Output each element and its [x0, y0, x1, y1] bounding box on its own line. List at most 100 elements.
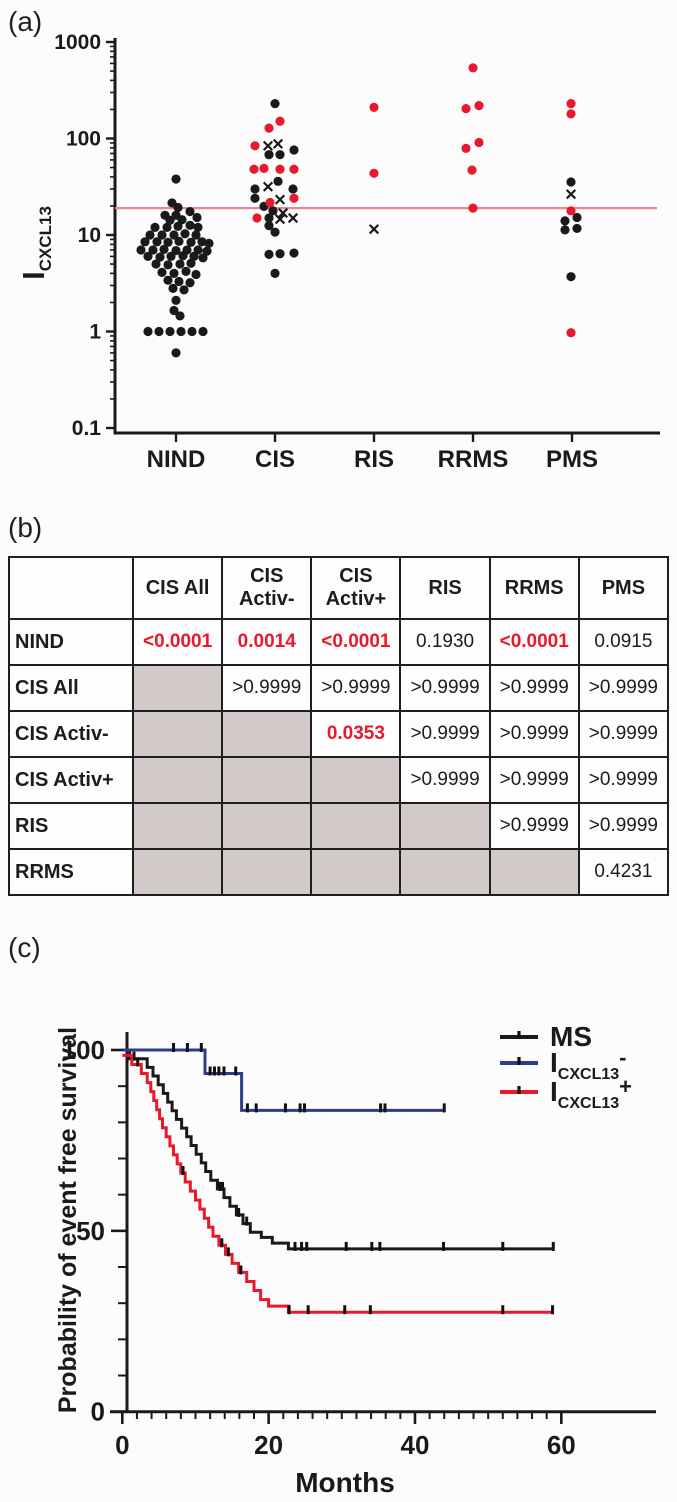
a-dot-black	[186, 258, 196, 268]
a-dot-black	[572, 223, 582, 234]
a-dot-red	[369, 102, 379, 113]
a-dot-red	[275, 164, 285, 174]
a-dot-black	[157, 230, 167, 240]
pvalue-cell: >0.9999	[399, 756, 491, 804]
pvalue-cell: <0.0001	[131, 618, 224, 666]
a-cross-marker	[262, 140, 274, 151]
a-dot-red	[474, 137, 484, 148]
pvalue-cell: >0.9999	[488, 710, 580, 758]
a-dot-red	[468, 63, 478, 73]
a-dot-red	[566, 206, 576, 216]
pvalue-row: NIND <0.0001 0.0014 <0.0001 0.1930 <0.0001 0.0…	[8, 618, 670, 666]
panel-a-dotplot: 0.1 1 10 100 1000 NIND CIS RIS RRMS PMS ICXCL13	[16, 31, 660, 473]
a-dot-black	[187, 326, 197, 337]
a-dot-black	[169, 305, 179, 316]
pvalue-cell	[310, 802, 402, 850]
a-x-category-label: NIND	[147, 446, 206, 473]
pvalue-cell: 0.0915	[577, 618, 670, 666]
c-y-tick-label: 0	[91, 1397, 105, 1427]
a-dot-black	[181, 266, 191, 276]
a-dot-black	[275, 249, 285, 259]
row-header: CIS Activ-	[8, 710, 134, 758]
pvalue-cell: >0.9999	[488, 756, 580, 804]
pvalue-row: CIS Activ- 0.0353 >0.9999 >0.9999 >0.9999	[8, 710, 670, 758]
a-dot-black	[151, 259, 161, 269]
a-x-category-label: PMS	[546, 446, 598, 473]
a-dot-black	[173, 221, 183, 231]
pvalue-cell	[310, 756, 402, 804]
row-header: RIS	[8, 802, 134, 850]
a-dot-black	[174, 236, 184, 246]
a-dot-black	[273, 176, 283, 186]
a-dot-black	[198, 326, 208, 337]
pvalue-cell: <0.0001	[488, 618, 580, 666]
pvalue-cell	[131, 664, 224, 712]
a-dot-black	[185, 206, 195, 217]
a-dot-black	[175, 311, 185, 321]
a-dot-black	[198, 253, 208, 263]
a-dot-black	[171, 174, 181, 184]
a-dot-red	[259, 163, 269, 173]
a-dot-black	[163, 275, 173, 285]
a-cross-marker	[287, 212, 299, 224]
pvalue-row: CIS Activ+ >0.9999 >0.9999 >0.9999	[8, 756, 670, 804]
a-dot-red	[566, 98, 576, 109]
a-dot-black	[270, 98, 280, 109]
pvalue-cell: >0.9999	[577, 710, 670, 758]
a-cross-marker	[274, 214, 286, 225]
a-dot-red	[264, 123, 274, 133]
a-dot-black	[289, 145, 299, 155]
a-x-category-label: RIS	[354, 446, 394, 473]
a-dot-black	[202, 246, 212, 256]
a-cross-marker	[262, 181, 274, 192]
pvalue-cell	[131, 756, 224, 804]
a-dot-red	[468, 203, 478, 213]
a-dot-black	[566, 272, 576, 282]
pvalue-cell: >0.9999	[577, 756, 670, 804]
col-header: PMS	[577, 556, 670, 620]
panel-b-label: (b)	[8, 512, 43, 543]
col-header: RIS	[399, 556, 491, 620]
pvalue-row: RIS >0.9999 >0.9999	[8, 802, 670, 850]
pvalue-cell: 0.0353	[310, 710, 402, 758]
pvalue-cell	[310, 848, 402, 896]
pvalue-cell	[131, 848, 224, 896]
corner-cell	[8, 556, 134, 620]
c-curve-ms	[122, 1048, 554, 1251]
a-dot-red	[474, 101, 484, 111]
a-dot-black	[268, 206, 278, 216]
a-points-RRMS	[461, 63, 484, 213]
a-dot-red	[289, 193, 299, 203]
a-dot-black	[560, 225, 570, 235]
a-dot-black	[174, 276, 184, 287]
a-dot-black	[159, 244, 169, 254]
a-dot-black	[204, 238, 214, 248]
a-y-tick-label: 1000	[54, 31, 101, 54]
a-dot-black	[168, 283, 178, 293]
a-cross-marker	[272, 138, 284, 149]
c-x-tick-label: 60	[547, 1430, 576, 1460]
pvalue-cell	[399, 848, 491, 896]
col-header: CIS Activ-	[221, 556, 313, 620]
a-x-category-label: CIS	[255, 446, 295, 473]
a-dot-black	[193, 222, 203, 232]
a-dot-black	[171, 348, 181, 358]
c-curve-i-cxcl13-	[122, 1053, 553, 1314]
a-dot-red	[249, 164, 259, 174]
pvalue-cell: >0.9999	[577, 664, 670, 712]
pvalue-cell	[131, 802, 224, 850]
a-dot-black	[560, 216, 570, 226]
a-dot-red	[369, 168, 379, 178]
c-y-tick-label: 100	[62, 1035, 105, 1065]
a-cross-marker	[277, 207, 289, 219]
a-dot-black	[157, 267, 167, 277]
a-dot-red	[252, 213, 262, 223]
a-dot-red	[467, 165, 477, 175]
pvalue-cell	[221, 802, 313, 850]
a-dot-black	[165, 215, 175, 225]
pvalue-row: CIS All >0.9999 >0.9999 >0.9999 >0.9999 >0.99…	[8, 664, 670, 712]
a-points-CIS	[249, 98, 299, 279]
pvalue-row: RRMS 0.4231	[8, 848, 670, 896]
a-dot-black	[270, 227, 280, 237]
panel-c-label: (c)	[8, 932, 41, 963]
